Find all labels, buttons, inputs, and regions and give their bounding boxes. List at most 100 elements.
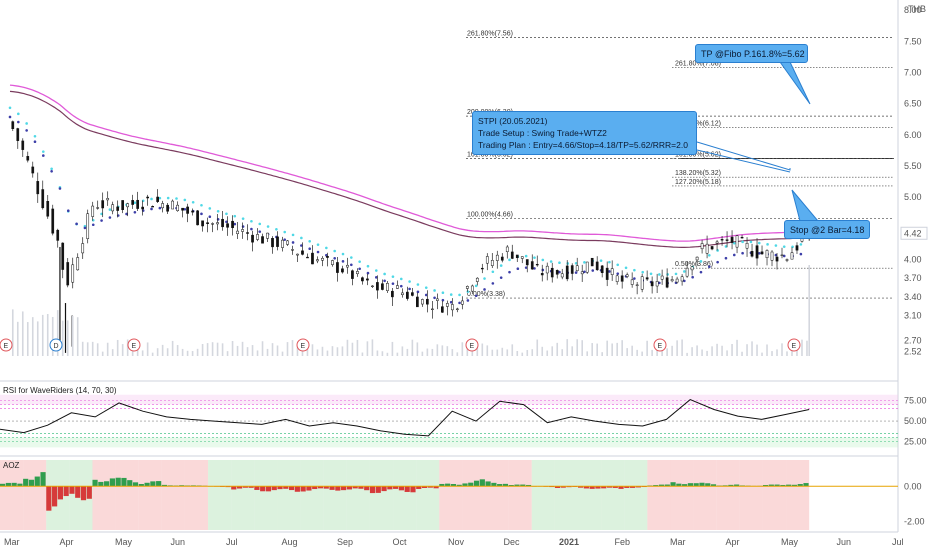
ema-cyan-dot (375, 269, 378, 272)
candle-body (610, 268, 614, 275)
ema-blue-dot (474, 294, 478, 298)
volume-bar (366, 341, 369, 356)
volume-bar (596, 343, 598, 356)
candle-body (51, 208, 55, 234)
ema-cyan-dot (749, 240, 753, 244)
candle-body (251, 234, 254, 243)
candle-body (351, 270, 354, 279)
ema-cyan-dot (308, 239, 312, 243)
fib-level-label: 261.80%(7.08) (675, 61, 721, 68)
candle-body (336, 262, 339, 273)
volume-bar (96, 343, 99, 356)
ema-blue-dot (683, 279, 686, 283)
ema-cyan-dot (25, 122, 28, 125)
volume-bar (721, 345, 723, 356)
aoz-histogram-bar (578, 486, 584, 488)
aoz-histogram-bar (450, 484, 457, 487)
ema-cyan-dot (624, 266, 628, 270)
volume-bar (666, 348, 668, 356)
candle-body (176, 204, 179, 212)
aoz-histogram-bar (306, 486, 312, 491)
ema-blue-dot (608, 270, 611, 273)
ema-cyan-dot (258, 222, 262, 226)
rsi-title: RSI for WaveRiders (14, 70, 30) (3, 386, 117, 395)
aoz-histogram-bar (138, 484, 144, 487)
ema-cyan-dot (549, 260, 553, 263)
volume-bar (676, 340, 678, 356)
ema-blue-dot (724, 256, 728, 260)
aoz-histogram-bar (699, 482, 705, 487)
aoz-background-zone (693, 460, 717, 530)
candle-body (301, 250, 304, 255)
candle-body (525, 259, 529, 266)
candle-body (630, 279, 634, 285)
ema-blue-dot (483, 288, 486, 291)
ema-cyan-dot (716, 249, 719, 252)
ema-cyan-dot (91, 218, 95, 222)
aoz-histogram-bar (335, 486, 341, 491)
stop-loss-pointer (791, 189, 820, 222)
volume-bar (216, 342, 219, 356)
ema-cyan-dot (191, 200, 195, 204)
stop-loss-callout: Stop @2 Bar=4.18 (784, 220, 870, 239)
candle-body (306, 256, 309, 259)
volume-bar (511, 344, 514, 356)
aoz-histogram-bar (242, 486, 248, 488)
rsi-tick-label: 25.00 (904, 437, 927, 447)
ema-blue-dot (42, 154, 45, 157)
volume-bar (716, 343, 718, 356)
aoz-histogram-bar (468, 482, 474, 487)
aoz-histogram-bar (410, 486, 416, 493)
candle-body (346, 264, 349, 268)
candle-body (765, 250, 769, 258)
aoz-background-zone (0, 460, 24, 530)
candle-body (216, 222, 219, 225)
ema-cyan-dot (183, 198, 187, 202)
candle-body (386, 283, 389, 291)
volume-bar (711, 346, 713, 356)
aoz-histogram-bar (23, 478, 29, 487)
ema-blue-dot (241, 225, 245, 228)
aoz-histogram-bar (780, 484, 786, 487)
aoz-histogram-bar (317, 486, 324, 489)
ema-cyan-dot (574, 261, 578, 265)
ema-blue-dot (325, 253, 328, 257)
ema-cyan-dot (341, 252, 345, 256)
candle-body (455, 308, 459, 310)
volume-bar (636, 349, 638, 356)
volume-bar (681, 339, 683, 356)
time-tick-label: Apr (726, 537, 740, 547)
candle-body (575, 265, 579, 272)
candle-body (81, 243, 85, 254)
ema-blue-dot (774, 253, 778, 257)
volume-bar (141, 350, 144, 356)
ema-cyan-dot (533, 256, 536, 259)
candle-body (321, 257, 324, 261)
aoz-histogram-bar (236, 486, 243, 489)
candle-body (171, 200, 174, 210)
candle-body (485, 256, 489, 264)
event-marker-label: E (4, 343, 9, 350)
volume-bar (551, 346, 554, 356)
ema-blue-dot (250, 227, 253, 231)
ema-cyan-dot (449, 293, 453, 296)
aoz-histogram-bar (791, 484, 798, 487)
aoz-histogram-bar (260, 486, 266, 492)
aoz-histogram-bar (312, 486, 318, 490)
ema-blue-dot (208, 215, 212, 218)
stop-loss-text: Stop @2 Bar=4.18 (790, 225, 865, 235)
volume-bar (541, 346, 544, 356)
aoz-histogram-bar (473, 480, 480, 487)
event-marker-label: E (792, 343, 797, 350)
aoz-histogram-bar (46, 486, 52, 511)
aoz-histogram-bar (69, 486, 75, 494)
candle-body (735, 235, 739, 248)
ema-blue-dot (616, 272, 620, 275)
aoz-histogram-bar (179, 485, 185, 487)
candle-body (490, 260, 494, 266)
volume-bar (161, 344, 164, 356)
earnings-marker (787, 338, 801, 352)
ema-cyan-dot (100, 212, 103, 216)
aoz-histogram-bar (28, 479, 35, 487)
volume-bar (731, 343, 733, 356)
